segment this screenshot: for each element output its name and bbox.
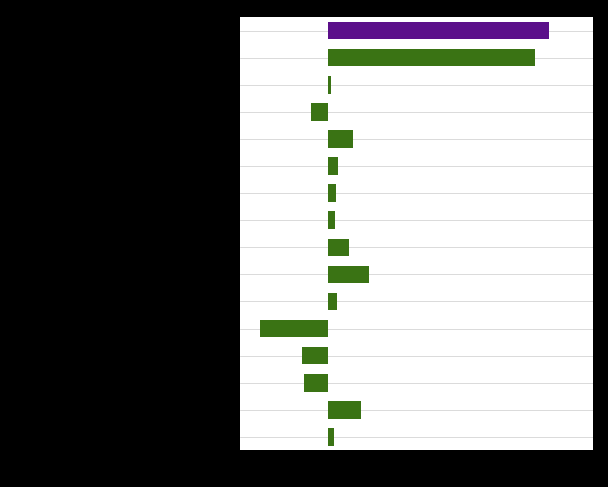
Bar (328, 265, 369, 283)
Bar (328, 76, 331, 94)
Bar (328, 184, 336, 202)
Bar (328, 22, 548, 39)
Bar (328, 239, 350, 256)
Bar (328, 293, 337, 310)
Bar (328, 428, 334, 446)
Bar (328, 211, 336, 229)
Bar (328, 49, 536, 67)
Bar (328, 130, 353, 148)
Bar (311, 103, 328, 121)
Bar (260, 320, 328, 337)
Bar (302, 347, 328, 364)
Bar (328, 157, 338, 175)
Bar (304, 374, 328, 392)
Bar (328, 401, 361, 419)
